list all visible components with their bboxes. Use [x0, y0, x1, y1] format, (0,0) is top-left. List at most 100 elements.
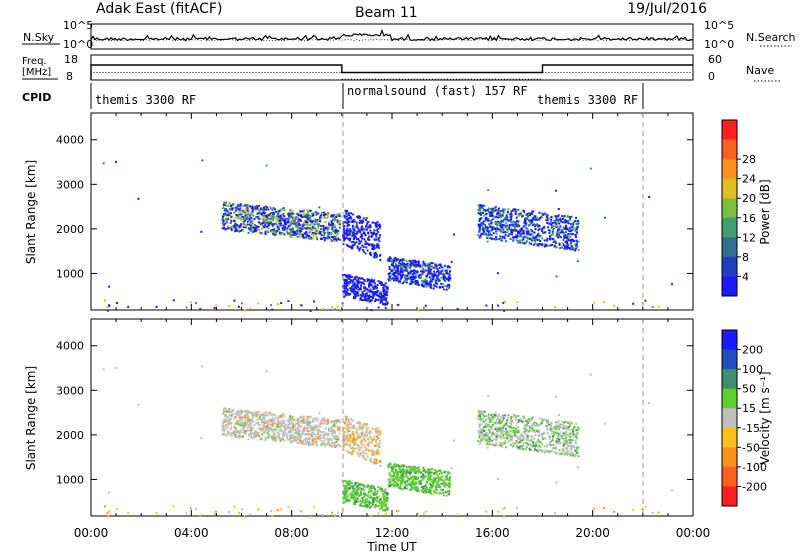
range-gate-cell [375, 232, 378, 235]
range-gate-cell [343, 287, 346, 290]
sky-noise-line [90, 28, 694, 48]
range-gate-cell [555, 218, 558, 221]
range-gate-cell [230, 227, 233, 230]
range-gate-cell [484, 233, 487, 236]
range-gate-cell [440, 272, 443, 275]
range-gate-cell [287, 431, 290, 434]
range-gate-cell [400, 475, 403, 478]
range-gate-cell [230, 215, 233, 218]
range-gate-cell [316, 444, 319, 447]
range-gate-cell [335, 216, 338, 219]
range-gate-cell [290, 422, 293, 425]
range-gate-cell [543, 437, 546, 440]
range-gate-cell [383, 504, 386, 507]
range-gate-cell [495, 238, 498, 241]
range-gate-cell [445, 491, 448, 494]
range-gate-cell [494, 206, 497, 209]
range-gate-cell [307, 438, 310, 440]
range-gate-cell [360, 227, 363, 230]
range-gate-cell [497, 228, 500, 231]
range-gate-cell [334, 232, 337, 234]
range-gate-cell [547, 226, 550, 229]
range-gate-cell [485, 304, 488, 307]
range-gate-cell [342, 443, 345, 446]
range-gate-cell [297, 216, 300, 219]
range-gate-cell [336, 420, 339, 423]
range-gate-cell [251, 221, 254, 223]
range-gate-cell [502, 427, 505, 430]
range-gate-cell [438, 492, 441, 495]
range-gate-cell [368, 279, 370, 282]
range-gate-cell [283, 421, 286, 424]
range-gate-cell [337, 229, 340, 232]
range-gate-cell [651, 306, 654, 308]
range-gate-cell [490, 219, 493, 222]
range-gate-cell [528, 242, 531, 245]
range-gate-cell [362, 423, 365, 426]
range-gate-cell [373, 252, 376, 255]
range-gate-cell [356, 452, 359, 455]
range-gate-cell [347, 418, 350, 421]
range-gate-cell [246, 421, 249, 424]
range-gate-cell [306, 423, 308, 426]
range-gate-cell [243, 204, 246, 207]
range-gate-cell [358, 425, 361, 428]
range-gate-cell [555, 219, 558, 222]
range-gate-cell [275, 233, 278, 236]
range-gate-cell [505, 218, 508, 221]
range-gate-cell [447, 490, 449, 492]
range-gate-cell [324, 443, 327, 446]
range-gate-cell [249, 220, 251, 223]
range-gate-cell [306, 217, 308, 220]
range-gate-cell [350, 290, 353, 293]
range-gate-cell [388, 484, 391, 487]
range-gate-cell [401, 468, 404, 471]
range-gate-cell [429, 471, 432, 474]
range-gate-cell [420, 283, 423, 286]
range-gate-cell [338, 226, 341, 229]
range-gate-cell [253, 430, 256, 433]
range-gate-cell [323, 228, 326, 231]
range-gate-cell [256, 225, 258, 228]
range-gate-cell [448, 491, 451, 494]
range-gate-cell [292, 218, 295, 221]
range-gate-cell [363, 488, 366, 491]
range-gate-cell [330, 430, 332, 433]
range-gate-cell [306, 427, 309, 430]
range-gate-cell [384, 306, 387, 309]
range-gate-cell [574, 455, 577, 458]
range-gate-cell [401, 488, 404, 491]
range-gate-cell [291, 222, 294, 225]
range-gate-cell [448, 482, 451, 485]
range-gate-cell [296, 441, 299, 444]
range-gate-cell [379, 498, 382, 501]
range-gate-cell [293, 426, 296, 429]
range-gate-cell [388, 481, 391, 484]
range-gate-cell [246, 417, 249, 420]
range-gate-cell [362, 454, 364, 457]
range-gate-cell [312, 237, 315, 240]
range-gate-cell [427, 266, 430, 269]
range-gate-cell [288, 232, 291, 235]
range-gate-cell [411, 484, 413, 487]
range-gate-cell [543, 212, 546, 215]
range-gate-cell [309, 226, 312, 229]
range-gate-cell [546, 239, 549, 242]
range-gate-cell [226, 220, 229, 223]
range-gate-cell [511, 223, 514, 226]
range-gate-cell [326, 437, 329, 440]
range-gate-cell [374, 291, 377, 293]
range-gate-cell [295, 221, 298, 224]
range-gate-cell [422, 466, 425, 469]
range-gate-cell [522, 232, 525, 234]
range-gate-cell [283, 233, 286, 236]
range-gate-cell [380, 506, 383, 509]
range-gate-cell [375, 452, 378, 455]
range-gate-cell [446, 471, 449, 474]
range-gate-cell [359, 231, 362, 233]
range-gate-cell [537, 229, 540, 232]
range-gate-cell [324, 227, 327, 230]
range-gate-cell [526, 418, 529, 421]
range-gate-cell [358, 229, 361, 232]
range-gate-cell [351, 485, 354, 488]
